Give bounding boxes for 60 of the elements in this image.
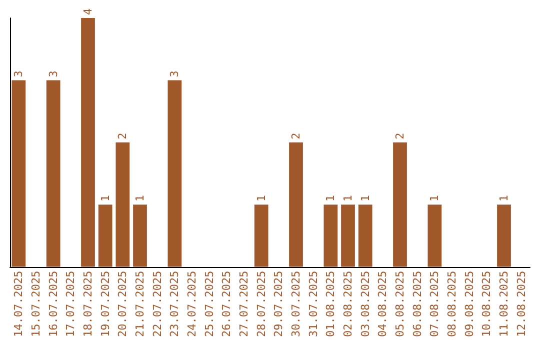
- x-tick-label: 21.07.2025: [134, 270, 146, 338]
- data-label: 1: [98, 194, 112, 202]
- bar: [12, 80, 26, 267]
- data-label: 3: [12, 70, 26, 78]
- x-tick-label: 18.07.2025: [82, 270, 94, 338]
- x-tick-label: 28.07.2025: [254, 270, 268, 338]
- data-label: 1: [498, 194, 510, 202]
- data-label: 2: [290, 132, 302, 140]
- data-label: 3: [46, 70, 60, 78]
- data-label: 1: [342, 194, 354, 202]
- x-tick-label: 06.08.2025: [410, 270, 424, 338]
- bar: [497, 204, 511, 267]
- x-tick-label: 07.08.2025: [428, 270, 442, 338]
- x-tick-label: 27.07.2025: [238, 270, 250, 338]
- bar: [428, 204, 442, 267]
- x-tick-label: 12.08.2025: [514, 270, 528, 338]
- x-tick-label: 08.08.2025: [446, 270, 458, 338]
- x-tick-label: 09.08.2025: [462, 270, 476, 338]
- bar: [133, 204, 147, 267]
- x-tick-label: 02.08.2025: [342, 270, 354, 338]
- x-tick-label: 22.07.2025: [150, 270, 164, 338]
- bar: [324, 204, 338, 267]
- data-label: 1: [134, 194, 146, 202]
- x-tick-label: 24.07.2025: [186, 270, 198, 338]
- data-label: 2: [116, 132, 130, 140]
- x-tick-label: 23.07.2025: [168, 270, 182, 338]
- x-tick-label: 20.07.2025: [116, 270, 130, 338]
- x-tick-label: 19.07.2025: [98, 270, 112, 338]
- x-tick-label: 25.07.2025: [202, 270, 216, 338]
- x-tick-label: 17.07.2025: [64, 270, 78, 338]
- x-tick-label: 11.08.2025: [498, 270, 510, 338]
- x-tick-label: 16.07.2025: [46, 270, 60, 338]
- x-tick-label: 31.07.2025: [306, 270, 320, 338]
- bar: [46, 80, 60, 267]
- bar: [254, 204, 268, 267]
- data-label: 4: [82, 8, 94, 15]
- bar: [116, 142, 130, 267]
- data-label: 1: [254, 194, 268, 202]
- x-tick-label: 29.07.2025: [272, 270, 286, 338]
- x-tick-label: 01.08.2025: [324, 270, 338, 338]
- bar: [393, 142, 407, 267]
- x-tick-label: 04.08.2025: [376, 270, 390, 338]
- bar: [358, 204, 372, 267]
- x-tick-label: 26.07.2025: [220, 270, 234, 338]
- data-label: 1: [324, 194, 338, 202]
- x-tick-label: 03.08.2025: [358, 270, 372, 338]
- x-tick-label: 15.07.2025: [30, 270, 42, 338]
- data-label: 1: [428, 194, 442, 202]
- bar: [81, 18, 95, 267]
- x-tick-label: 14.07.2025: [12, 270, 26, 338]
- data-label: 1: [358, 194, 372, 202]
- bar: [341, 204, 355, 267]
- x-tick-label: 05.08.2025: [394, 270, 406, 338]
- x-tick-label: 30.07.2025: [290, 270, 302, 338]
- data-label: 3: [168, 70, 182, 78]
- x-tick-label: 10.08.2025: [480, 270, 494, 338]
- bar: [289, 142, 303, 267]
- bar: [98, 204, 112, 267]
- data-label: 2: [394, 132, 406, 140]
- bar: [168, 80, 182, 267]
